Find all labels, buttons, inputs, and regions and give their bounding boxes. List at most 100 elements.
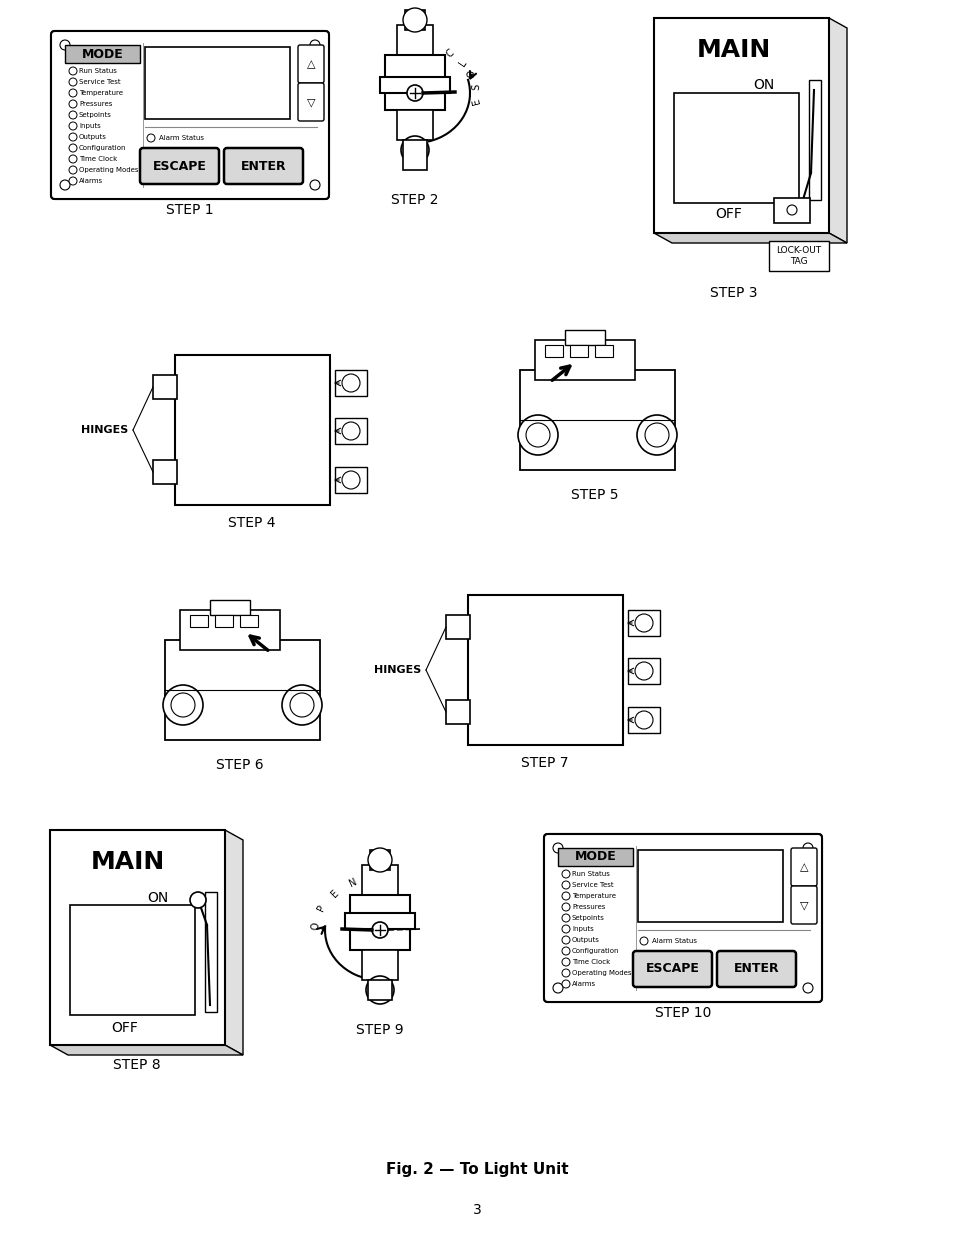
Text: STEP 10: STEP 10 xyxy=(654,1007,710,1020)
Polygon shape xyxy=(828,19,846,243)
Bar xyxy=(145,47,290,119)
FancyBboxPatch shape xyxy=(51,31,329,199)
Circle shape xyxy=(802,844,812,853)
Circle shape xyxy=(69,67,77,75)
Circle shape xyxy=(553,844,562,853)
Bar xyxy=(350,895,410,950)
Bar xyxy=(165,640,319,740)
Bar xyxy=(468,595,622,745)
Bar xyxy=(446,700,470,724)
Bar xyxy=(773,198,809,224)
Text: Operating Modes: Operating Modes xyxy=(79,167,138,173)
Circle shape xyxy=(635,711,652,729)
Bar xyxy=(361,950,397,981)
Text: OFF: OFF xyxy=(112,1021,138,1035)
Circle shape xyxy=(802,983,812,993)
Text: STEP 9: STEP 9 xyxy=(355,1023,403,1037)
Bar xyxy=(335,467,367,493)
Bar xyxy=(379,77,450,93)
Circle shape xyxy=(561,914,569,923)
Circle shape xyxy=(561,869,569,878)
Text: Alarms: Alarms xyxy=(79,178,103,184)
Bar xyxy=(638,850,782,923)
Text: Setpoints: Setpoints xyxy=(79,112,112,119)
Bar xyxy=(214,615,233,627)
Text: O: O xyxy=(311,921,321,930)
FancyBboxPatch shape xyxy=(224,148,303,184)
Circle shape xyxy=(69,111,77,119)
Text: ENTER: ENTER xyxy=(733,962,779,976)
Text: Time Clock: Time Clock xyxy=(79,156,117,162)
Bar xyxy=(335,417,367,445)
Circle shape xyxy=(69,89,77,98)
Circle shape xyxy=(637,415,677,454)
Text: Time Clock: Time Clock xyxy=(572,960,610,965)
Text: Setpoints: Setpoints xyxy=(572,915,604,921)
Bar xyxy=(627,658,659,684)
Bar xyxy=(368,981,392,1000)
Circle shape xyxy=(786,205,796,215)
Circle shape xyxy=(69,133,77,141)
Circle shape xyxy=(60,180,70,190)
FancyBboxPatch shape xyxy=(790,885,816,924)
Circle shape xyxy=(341,374,359,391)
Circle shape xyxy=(69,100,77,107)
Text: Pressures: Pressures xyxy=(572,904,605,910)
FancyBboxPatch shape xyxy=(633,951,711,987)
Circle shape xyxy=(171,693,194,718)
Circle shape xyxy=(561,969,569,977)
Bar xyxy=(70,905,194,1015)
Text: △: △ xyxy=(799,862,807,872)
Circle shape xyxy=(69,78,77,86)
Polygon shape xyxy=(654,233,846,243)
Circle shape xyxy=(69,122,77,130)
Circle shape xyxy=(561,881,569,889)
Text: Alarm Status: Alarm Status xyxy=(159,135,204,141)
Bar xyxy=(654,19,828,233)
Text: Pressures: Pressures xyxy=(79,101,112,107)
Bar xyxy=(544,345,562,357)
Bar xyxy=(152,459,177,484)
Bar xyxy=(405,10,424,30)
Text: E: E xyxy=(470,96,481,105)
Bar xyxy=(385,56,444,110)
Bar xyxy=(152,375,177,399)
Circle shape xyxy=(366,976,394,1004)
Text: ESCAPE: ESCAPE xyxy=(152,159,206,173)
Bar xyxy=(345,913,415,929)
Circle shape xyxy=(310,180,319,190)
Text: Outputs: Outputs xyxy=(79,135,107,140)
Text: Run Status: Run Status xyxy=(79,68,117,74)
Bar xyxy=(808,80,821,200)
Text: ENTER: ENTER xyxy=(240,159,286,173)
Bar xyxy=(210,600,250,615)
Text: Configuration: Configuration xyxy=(572,948,618,953)
Circle shape xyxy=(69,165,77,174)
FancyBboxPatch shape xyxy=(140,148,219,184)
FancyBboxPatch shape xyxy=(543,834,821,1002)
Circle shape xyxy=(310,40,319,49)
Bar xyxy=(595,345,613,357)
Text: MAIN: MAIN xyxy=(696,38,770,62)
Text: STEP 1: STEP 1 xyxy=(166,203,213,217)
FancyBboxPatch shape xyxy=(297,44,324,83)
Text: Outputs: Outputs xyxy=(572,937,599,944)
Circle shape xyxy=(639,937,647,945)
Text: Operating Modes: Operating Modes xyxy=(572,969,631,976)
Text: ▽: ▽ xyxy=(307,98,314,107)
Text: Service Test: Service Test xyxy=(572,882,613,888)
Text: C: C xyxy=(444,48,456,59)
Bar xyxy=(535,340,635,380)
Text: Fig. 2 — To Light Unit: Fig. 2 — To Light Unit xyxy=(385,1162,568,1177)
Polygon shape xyxy=(225,830,243,1055)
Circle shape xyxy=(147,135,154,142)
Text: HINGES: HINGES xyxy=(81,425,129,435)
Bar xyxy=(361,864,397,895)
Circle shape xyxy=(635,614,652,632)
Circle shape xyxy=(525,424,550,447)
Circle shape xyxy=(561,925,569,932)
Circle shape xyxy=(372,923,388,939)
Circle shape xyxy=(644,424,668,447)
Circle shape xyxy=(190,892,206,908)
Text: △: △ xyxy=(307,59,314,69)
